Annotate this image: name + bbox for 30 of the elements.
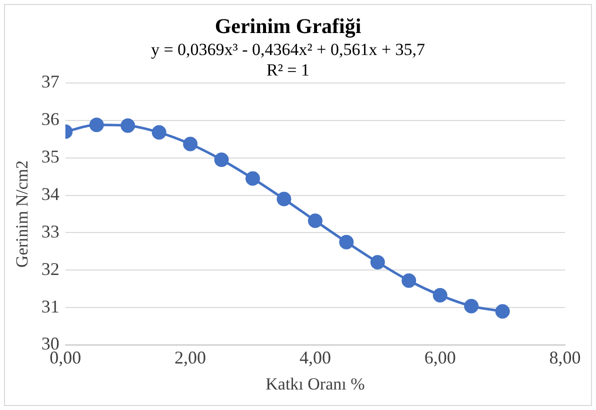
point bbox=[152, 125, 166, 140]
text: y = 0,0369x³ - 0,4364x² + 0,561x + 35,7 bbox=[150, 40, 426, 59]
y-tick-label: 33 bbox=[41, 221, 60, 242]
text: R² = 1 bbox=[266, 60, 310, 80]
y-tick-label: 32 bbox=[41, 258, 60, 279]
point bbox=[246, 171, 260, 186]
point bbox=[370, 255, 385, 270]
point bbox=[495, 304, 510, 319]
point bbox=[183, 136, 198, 152]
point bbox=[120, 118, 136, 133]
x-tick-label: 2,00 bbox=[174, 348, 206, 368]
y-tick-label: 31 bbox=[41, 296, 60, 316]
point bbox=[402, 273, 416, 288]
chart-title: Gerinim Grafiği bbox=[214, 14, 362, 38]
point bbox=[214, 152, 229, 167]
point bbox=[308, 213, 322, 228]
y-tick-label: 36 bbox=[41, 109, 60, 130]
point bbox=[339, 234, 354, 250]
y-tick-label: 34 bbox=[41, 184, 60, 204]
x-tick-label: 4,00 bbox=[299, 348, 331, 368]
point bbox=[276, 192, 292, 206]
point bbox=[89, 118, 104, 132]
y-axis-title: Gerinim N/cm2 bbox=[12, 160, 32, 268]
point bbox=[432, 288, 448, 302]
x-axis-title: Katkı Oranı % bbox=[266, 374, 365, 394]
y-tick-label: 35 bbox=[41, 146, 60, 167]
point bbox=[464, 298, 479, 314]
x-tick-label: 8,00 bbox=[549, 348, 581, 368]
y-tick-label: 37 bbox=[41, 72, 60, 92]
x-tick-label: 6,00 bbox=[424, 348, 456, 368]
